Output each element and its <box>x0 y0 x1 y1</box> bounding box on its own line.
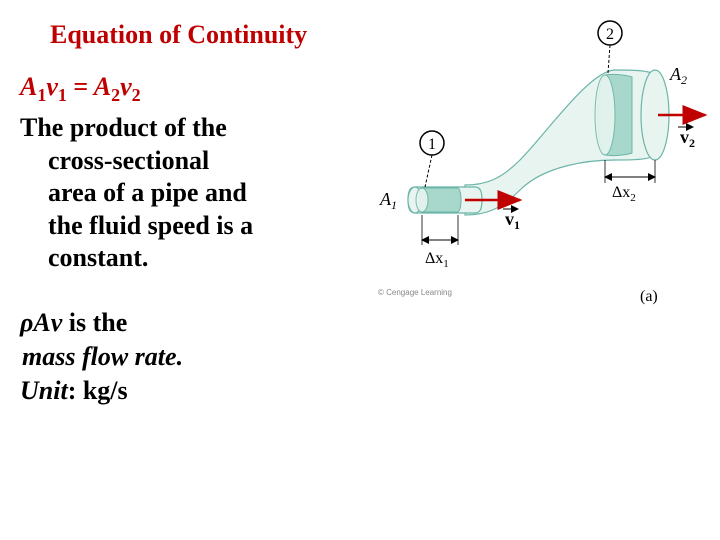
body-line-2: cross-sectional <box>48 145 320 178</box>
a1-label: A1 <box>379 189 397 212</box>
figure-panel-label: (a) <box>640 288 658 306</box>
rho-a-v-line: ρAv is the <box>20 308 127 338</box>
eq-A1-sub: 1 <box>37 85 46 105</box>
unit-label: Unit <box>20 376 68 405</box>
rho-symbol: ρ <box>20 308 33 337</box>
a2-label: A2 <box>669 64 687 87</box>
pipe-diagram-svg: 1 2 A1 A2 v1 v2 <box>370 15 710 325</box>
unit-line: Unit: kg/s <box>20 376 128 406</box>
unit-value: : kg/s <box>68 376 128 405</box>
page-title: Equation of Continuity <box>50 20 307 50</box>
eq-v1: v <box>46 72 58 101</box>
body-line-1: The product of the <box>20 112 320 145</box>
description-text: The product of the cross-sectional area … <box>20 112 320 275</box>
body-line-5: constant. <box>48 242 320 275</box>
eq-A2-sub: 2 <box>111 85 120 105</box>
v1-label: v1 <box>505 209 520 232</box>
rho-rest: is the <box>62 308 127 337</box>
eq-v2-sub: 2 <box>132 85 141 105</box>
marker-1-text: 1 <box>428 136 436 153</box>
body-line-4: the fluid speed is a <box>48 210 320 243</box>
eq-equals: = <box>73 72 88 101</box>
v-symbol: v <box>51 308 63 337</box>
eq-v2: v <box>120 72 132 101</box>
eq-v1-sub: 1 <box>58 85 67 105</box>
body-line-3: area of a pipe and <box>48 177 320 210</box>
eq-A2: A <box>94 72 111 101</box>
continuity-figure: 1 2 A1 A2 v1 v2 <box>370 15 710 325</box>
marker-2-text: 2 <box>606 26 614 43</box>
A-symbol: A <box>33 308 50 337</box>
dx2-label: Δx2 <box>612 184 636 204</box>
dx1-label: Δx1 <box>425 250 449 270</box>
continuity-equation: A1v1 = A2v2 <box>20 72 141 106</box>
eq-A1: A <box>20 72 37 101</box>
mass-flow-rate-label: mass flow rate. <box>22 342 183 372</box>
figure-credit: © Cengage Learning <box>378 288 452 297</box>
v2-label: v2 <box>680 127 695 150</box>
